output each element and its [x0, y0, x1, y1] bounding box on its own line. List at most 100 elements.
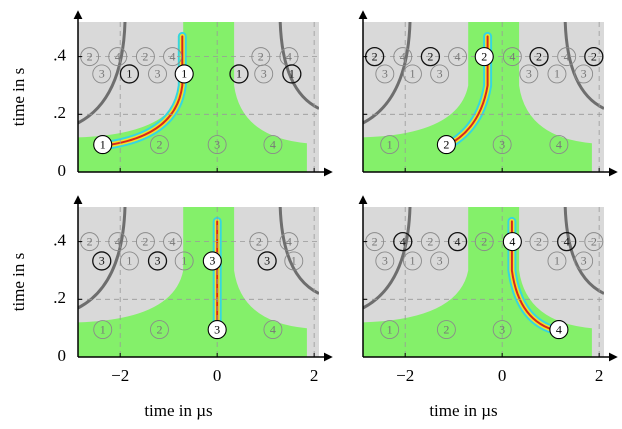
annotation-label: 1: [181, 67, 187, 81]
annotation-circle: [403, 251, 422, 271]
annotation-label: 3: [264, 254, 270, 268]
annotation-label: 3: [209, 254, 215, 268]
annotation-circle: [492, 135, 512, 155]
annotation-label: 3: [581, 67, 587, 81]
x-tick-label: 2: [595, 366, 604, 385]
annotation-circle: [263, 320, 283, 340]
echo: [563, 22, 604, 110]
echo: [363, 207, 412, 310]
annotation-label: 4: [115, 234, 121, 248]
annotation-circle: [229, 64, 249, 84]
annotation-circle: [92, 64, 112, 84]
echo: [363, 22, 412, 125]
annotation-label: 2: [372, 234, 378, 248]
annotation-label: 2: [591, 49, 597, 63]
y-tick-label: .2: [53, 103, 66, 122]
annotation-label: 1: [409, 67, 415, 81]
x-axis-label: time in µs: [429, 401, 497, 420]
annotation-label: 1: [289, 67, 295, 81]
annotation-label: 4: [564, 49, 570, 63]
annotation-label: 1: [181, 254, 187, 268]
valid-region: [78, 207, 307, 357]
annotation-circle: [436, 320, 456, 340]
annotation-label: 3: [382, 254, 388, 268]
annotation-label: 2: [156, 322, 162, 336]
x-tick-label: −2: [396, 366, 414, 385]
annotation-circle: [119, 251, 139, 271]
plot-area: 2 4 2 4 2 4 2 4 23 1 3 3 1 31 2 3 4: [363, 22, 604, 172]
annotation-circle: [447, 231, 468, 252]
annotation-label: 2: [443, 322, 449, 336]
annotation-label: 4: [556, 137, 562, 151]
echo: [78, 22, 127, 125]
annotation-circle: [108, 232, 128, 252]
annotation-circle: [279, 232, 299, 252]
valid-region: [363, 22, 592, 172]
annotation-label: 2: [142, 234, 148, 248]
annotation-label: 2: [427, 234, 433, 248]
annotation-label: 3: [526, 67, 532, 81]
annotation-label: 2: [142, 49, 148, 63]
annotation-circle: [163, 47, 183, 67]
annotation-circle: [547, 251, 567, 271]
annotation-circle: [148, 64, 167, 84]
annotation-circle: [584, 232, 604, 252]
annotation-label: 2: [427, 49, 433, 63]
annotation-circle: [436, 135, 456, 155]
annotation-label: 4: [270, 322, 276, 336]
annotation-circle: [147, 251, 168, 271]
annotation-circle: [529, 46, 549, 67]
annotation-circle: [380, 135, 400, 155]
annotation-label: 3: [499, 322, 505, 336]
annotation-label: 2: [591, 234, 597, 248]
annotation-circle: [254, 64, 274, 84]
annotation-label: 1: [126, 254, 132, 268]
annotation-label: 2: [156, 137, 162, 151]
annotation-label: 2: [258, 49, 264, 63]
annotation-circle: [108, 47, 128, 67]
annotation-circle: [375, 251, 395, 271]
annotation-circle: [150, 320, 169, 340]
annotation-label: 3: [99, 254, 105, 268]
annotation-circle: [474, 47, 494, 67]
plot-area: 2 4 2 4 2 43 1 3 1 3 3 11 2 3 4: [78, 207, 319, 357]
annotation-label: 2: [481, 49, 487, 63]
annotation-label: 1: [387, 137, 393, 151]
y-axis-label: time in s: [9, 68, 28, 127]
annotation-circle: [174, 64, 194, 84]
annotation-label: 3: [382, 67, 388, 81]
annotation-label: 2: [443, 137, 449, 151]
annotation-label: 2: [481, 234, 487, 248]
annotation-circle: [249, 232, 269, 252]
annotation-circle: [150, 135, 169, 155]
annotation-circle: [207, 135, 227, 155]
annotation-circle: [93, 135, 113, 155]
annotation-circle: [174, 251, 194, 271]
annotation-label: 3: [437, 254, 443, 268]
annotation-circle: [529, 232, 549, 252]
annotation-circle: [574, 251, 594, 271]
y-tick-label: 0: [58, 346, 67, 365]
echo: [78, 207, 127, 310]
annotation-label: 4: [115, 49, 121, 63]
y-tick-label: .4: [53, 231, 66, 250]
annotation-circle: [448, 47, 468, 67]
annotation-label: 3: [214, 322, 220, 336]
annotation-label: 3: [581, 254, 587, 268]
annotation-circle: [492, 320, 512, 340]
y-axis-label: time in s: [9, 253, 28, 312]
annotation-circle: [263, 135, 283, 155]
annotation-circle: [502, 232, 522, 252]
annotation-label: 3: [99, 67, 105, 81]
y-tick-label: 0: [58, 161, 67, 180]
annotation-label: 4: [270, 137, 276, 151]
annotation-circle: [393, 231, 413, 252]
annotation-label: 4: [509, 49, 515, 63]
echo: [278, 207, 319, 295]
annotation-circle: [403, 64, 422, 84]
annotation-label: 2: [372, 49, 378, 63]
annotation-label: 4: [509, 234, 515, 248]
annotation-circle: [584, 46, 604, 67]
